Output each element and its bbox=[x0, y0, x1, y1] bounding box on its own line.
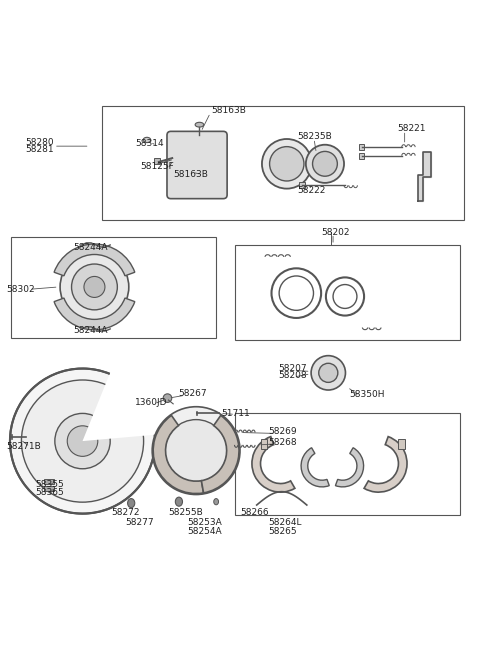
Circle shape bbox=[84, 276, 105, 297]
Bar bbox=[154, 158, 160, 164]
Text: 58355: 58355 bbox=[35, 481, 63, 489]
Bar bbox=[398, 439, 405, 449]
Wedge shape bbox=[153, 415, 204, 494]
Ellipse shape bbox=[128, 498, 135, 508]
Circle shape bbox=[270, 147, 304, 181]
Circle shape bbox=[67, 426, 98, 457]
Circle shape bbox=[22, 380, 144, 502]
Text: 58253A: 58253A bbox=[188, 517, 222, 527]
Wedge shape bbox=[301, 448, 329, 487]
Circle shape bbox=[72, 264, 117, 310]
Text: 58244A: 58244A bbox=[73, 243, 108, 252]
Text: 58365: 58365 bbox=[35, 488, 63, 497]
Text: 58302: 58302 bbox=[6, 285, 35, 294]
Text: 58264L: 58264L bbox=[269, 517, 302, 527]
Text: 51711: 51711 bbox=[221, 409, 250, 418]
Circle shape bbox=[165, 420, 227, 481]
Wedge shape bbox=[54, 298, 135, 330]
Text: 58221: 58221 bbox=[397, 124, 426, 132]
Text: 1360JD: 1360JD bbox=[135, 398, 168, 407]
Wedge shape bbox=[364, 437, 407, 492]
Text: 58207: 58207 bbox=[278, 364, 307, 373]
Ellipse shape bbox=[143, 138, 151, 143]
Text: 58350H: 58350H bbox=[350, 390, 385, 399]
Circle shape bbox=[60, 253, 129, 322]
Text: 58125F: 58125F bbox=[140, 162, 174, 171]
Text: 58208: 58208 bbox=[278, 371, 307, 380]
Text: 58272: 58272 bbox=[111, 508, 140, 517]
Bar bbox=[102, 105, 464, 220]
Bar bbox=[235, 245, 459, 341]
Bar bbox=[360, 153, 364, 159]
Ellipse shape bbox=[195, 122, 204, 127]
Text: 58281: 58281 bbox=[25, 145, 54, 155]
Circle shape bbox=[312, 151, 337, 176]
Bar bbox=[44, 486, 54, 491]
Circle shape bbox=[10, 369, 155, 514]
Text: 58265: 58265 bbox=[269, 527, 297, 536]
Ellipse shape bbox=[175, 497, 182, 506]
Wedge shape bbox=[202, 415, 239, 493]
Bar bbox=[261, 439, 267, 449]
Text: 58267: 58267 bbox=[178, 389, 206, 398]
Text: 58163B: 58163B bbox=[211, 106, 246, 115]
Circle shape bbox=[319, 364, 338, 383]
Bar bbox=[11, 237, 216, 338]
FancyBboxPatch shape bbox=[167, 132, 227, 198]
Bar bbox=[235, 413, 459, 515]
Polygon shape bbox=[418, 152, 431, 201]
Text: 58268: 58268 bbox=[269, 438, 297, 447]
Bar bbox=[299, 183, 305, 188]
Text: 58255B: 58255B bbox=[168, 508, 203, 517]
Text: 58202: 58202 bbox=[321, 227, 349, 236]
Text: 58254A: 58254A bbox=[188, 527, 222, 536]
Text: 58244A: 58244A bbox=[73, 326, 108, 335]
Text: 58277: 58277 bbox=[125, 517, 154, 527]
Text: 58266: 58266 bbox=[240, 508, 269, 517]
Bar bbox=[360, 144, 364, 150]
Circle shape bbox=[262, 139, 312, 189]
Text: 58163B: 58163B bbox=[173, 170, 208, 179]
Circle shape bbox=[55, 413, 110, 469]
Circle shape bbox=[163, 394, 172, 402]
Circle shape bbox=[306, 145, 344, 183]
Text: 58271B: 58271B bbox=[6, 442, 41, 451]
Text: 58269: 58269 bbox=[269, 427, 297, 436]
Text: 58222: 58222 bbox=[297, 185, 325, 195]
Ellipse shape bbox=[214, 498, 218, 505]
Wedge shape bbox=[54, 244, 135, 276]
Text: 58314: 58314 bbox=[135, 140, 164, 148]
Wedge shape bbox=[83, 371, 157, 441]
Circle shape bbox=[311, 356, 346, 390]
Bar bbox=[44, 479, 54, 484]
Text: 58235B: 58235B bbox=[297, 132, 332, 141]
Wedge shape bbox=[336, 448, 364, 487]
Circle shape bbox=[152, 407, 240, 495]
Text: 58280: 58280 bbox=[25, 138, 54, 147]
Wedge shape bbox=[252, 437, 295, 492]
